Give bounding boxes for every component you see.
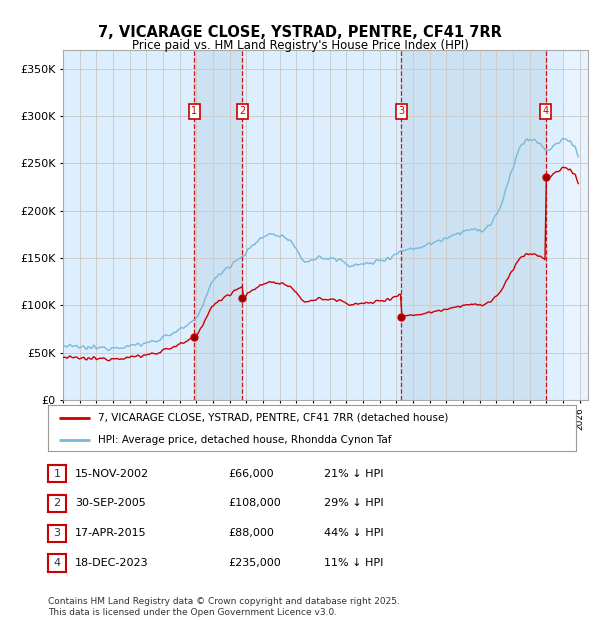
Text: 7, VICARAGE CLOSE, YSTRAD, PENTRE, CF41 7RR (detached house): 7, VICARAGE CLOSE, YSTRAD, PENTRE, CF41 … — [98, 413, 449, 423]
Text: 18-DEC-2023: 18-DEC-2023 — [75, 558, 149, 568]
Text: 1: 1 — [191, 106, 197, 116]
Text: 30-SEP-2005: 30-SEP-2005 — [75, 498, 146, 508]
Text: 7, VICARAGE CLOSE, YSTRAD, PENTRE, CF41 7RR: 7, VICARAGE CLOSE, YSTRAD, PENTRE, CF41 … — [98, 25, 502, 40]
Text: £88,000: £88,000 — [228, 528, 274, 538]
Bar — [401, 50, 545, 400]
Text: Contains HM Land Registry data © Crown copyright and database right 2025.
This d: Contains HM Land Registry data © Crown c… — [48, 598, 400, 617]
Text: 21% ↓ HPI: 21% ↓ HPI — [324, 469, 383, 479]
Text: 2: 2 — [239, 106, 245, 116]
Text: Price paid vs. HM Land Registry's House Price Index (HPI): Price paid vs. HM Land Registry's House … — [131, 39, 469, 52]
Text: £108,000: £108,000 — [228, 498, 281, 508]
Text: 4: 4 — [542, 106, 548, 116]
Text: 1: 1 — [53, 469, 61, 479]
Text: 3: 3 — [53, 528, 61, 538]
Text: 17-APR-2015: 17-APR-2015 — [75, 528, 146, 538]
Text: 4: 4 — [53, 558, 61, 568]
Bar — [194, 50, 242, 400]
Text: 15-NOV-2002: 15-NOV-2002 — [75, 469, 149, 479]
Text: HPI: Average price, detached house, Rhondda Cynon Taf: HPI: Average price, detached house, Rhon… — [98, 435, 392, 445]
Text: £235,000: £235,000 — [228, 558, 281, 568]
Text: £66,000: £66,000 — [228, 469, 274, 479]
Text: 3: 3 — [398, 106, 404, 116]
Text: 29% ↓ HPI: 29% ↓ HPI — [324, 498, 383, 508]
Text: 11% ↓ HPI: 11% ↓ HPI — [324, 558, 383, 568]
Text: 2: 2 — [53, 498, 61, 508]
Text: 44% ↓ HPI: 44% ↓ HPI — [324, 528, 383, 538]
Bar — [563, 50, 596, 400]
